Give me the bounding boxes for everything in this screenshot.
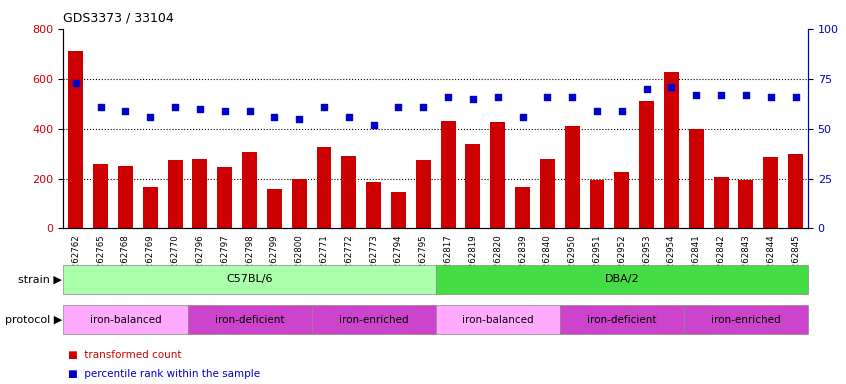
Bar xyxy=(118,166,133,228)
Bar xyxy=(491,122,505,228)
Bar xyxy=(788,154,803,228)
Point xyxy=(466,96,480,102)
Bar xyxy=(689,129,704,228)
Point xyxy=(168,104,182,110)
Text: ■  percentile rank within the sample: ■ percentile rank within the sample xyxy=(68,369,260,379)
Point xyxy=(367,122,381,128)
Bar xyxy=(441,121,455,228)
Point xyxy=(342,114,355,120)
Bar xyxy=(311,305,436,334)
Bar xyxy=(63,265,436,294)
Point xyxy=(267,114,281,120)
Point xyxy=(739,92,753,98)
Text: iron-enriched: iron-enriched xyxy=(711,314,781,325)
Bar xyxy=(763,157,778,228)
Bar xyxy=(436,265,808,294)
Bar xyxy=(316,147,332,228)
Point xyxy=(243,108,256,114)
Text: protocol ▶: protocol ▶ xyxy=(4,314,62,325)
Text: iron-balanced: iron-balanced xyxy=(462,314,534,325)
Bar xyxy=(436,305,560,334)
Point xyxy=(591,108,604,114)
Bar xyxy=(590,180,604,228)
Bar xyxy=(640,101,654,228)
Point xyxy=(788,94,802,100)
Bar xyxy=(664,73,678,228)
Bar xyxy=(366,182,381,228)
Text: GDS3373 / 33104: GDS3373 / 33104 xyxy=(63,12,174,25)
Text: ■  transformed count: ■ transformed count xyxy=(68,350,181,360)
Bar xyxy=(93,164,108,228)
Point xyxy=(714,92,728,98)
Bar xyxy=(739,180,753,228)
Point xyxy=(541,94,554,100)
Bar xyxy=(217,167,232,228)
Bar xyxy=(242,152,257,228)
Point xyxy=(416,104,430,110)
Point xyxy=(689,92,703,98)
Bar xyxy=(193,159,207,228)
Text: strain ▶: strain ▶ xyxy=(18,274,62,285)
Text: iron-enriched: iron-enriched xyxy=(339,314,409,325)
Bar xyxy=(560,305,684,334)
Point xyxy=(565,94,579,100)
Bar xyxy=(391,192,406,228)
Point xyxy=(764,94,777,100)
Bar xyxy=(168,160,183,228)
Point xyxy=(491,94,504,100)
Bar xyxy=(540,159,555,228)
Text: iron-deficient: iron-deficient xyxy=(215,314,284,325)
Point xyxy=(516,114,530,120)
Bar xyxy=(342,156,356,228)
Bar xyxy=(614,172,629,228)
Bar xyxy=(416,160,431,228)
Bar xyxy=(465,144,481,228)
Point xyxy=(193,106,206,112)
Text: DBA/2: DBA/2 xyxy=(605,274,639,285)
Point xyxy=(144,114,157,120)
Bar xyxy=(515,187,530,228)
Bar xyxy=(69,51,83,228)
Bar xyxy=(565,126,580,228)
Point xyxy=(392,104,405,110)
Text: iron-balanced: iron-balanced xyxy=(90,314,162,325)
Bar xyxy=(143,187,157,228)
Bar xyxy=(292,179,306,228)
Point xyxy=(293,116,306,122)
Text: iron-deficient: iron-deficient xyxy=(587,314,656,325)
Bar xyxy=(267,189,282,228)
Point xyxy=(69,79,83,86)
Point xyxy=(118,108,132,114)
Point xyxy=(218,108,232,114)
Bar xyxy=(63,305,188,334)
Point xyxy=(317,104,331,110)
Bar xyxy=(714,177,728,228)
Point xyxy=(640,86,653,92)
Bar xyxy=(684,305,808,334)
Bar xyxy=(188,305,311,334)
Point xyxy=(442,94,455,100)
Text: C57BL/6: C57BL/6 xyxy=(227,274,272,285)
Point xyxy=(94,104,107,110)
Point xyxy=(665,84,678,90)
Point xyxy=(615,108,629,114)
